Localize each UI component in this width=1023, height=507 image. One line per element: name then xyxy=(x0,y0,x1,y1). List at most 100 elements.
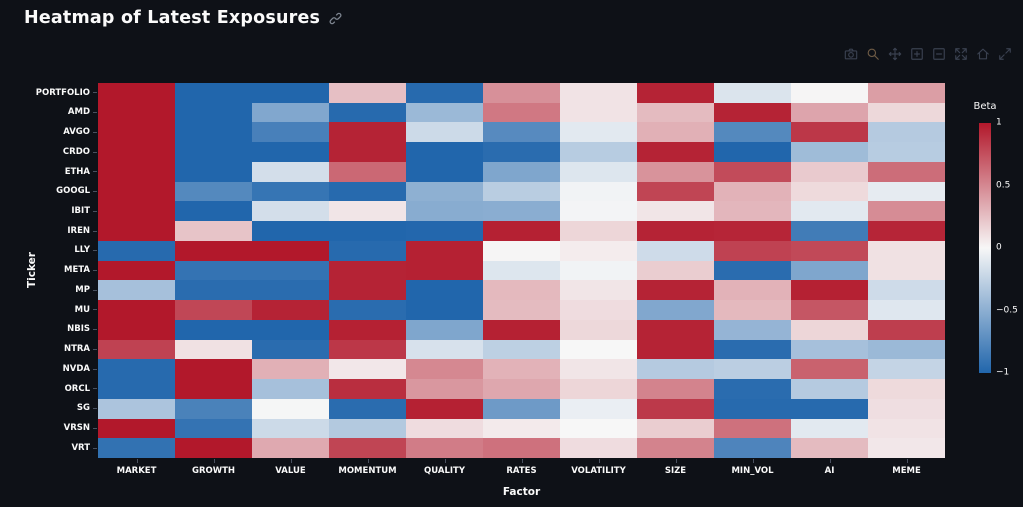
heatmap-cell-vrsn-min_vol[interactable] xyxy=(714,418,791,439)
link-icon[interactable] xyxy=(329,12,342,25)
heatmap-cell-orcl-quality[interactable] xyxy=(406,379,483,399)
heatmap-cell-lly-momentum[interactable] xyxy=(329,240,406,261)
heatmap-cell-vrt-meme[interactable] xyxy=(868,438,945,458)
heatmap-cell-sg-size[interactable] xyxy=(637,398,714,419)
heatmap-cell-meta-meme[interactable] xyxy=(868,260,945,281)
heatmap-cell-mu-ai[interactable] xyxy=(791,300,868,320)
heatmap-cell-vrt-momentum[interactable] xyxy=(329,438,406,458)
heatmap-cell-nbis-momentum[interactable] xyxy=(329,319,406,340)
heatmap-cell-iren-size[interactable] xyxy=(637,221,714,241)
heatmap-cell-avgo-volatility[interactable] xyxy=(560,122,637,143)
heatmap-cell-ibit-volatility[interactable] xyxy=(560,201,637,222)
heatmap-cell-vrt-growth[interactable] xyxy=(175,438,252,458)
heatmap-cell-mp-ai[interactable] xyxy=(791,280,868,301)
heatmap-cell-ibit-quality[interactable] xyxy=(406,201,483,222)
heatmap-cell-meta-ai[interactable] xyxy=(791,260,868,281)
heatmap-cell-mu-market[interactable] xyxy=(98,300,175,320)
heatmap-cell-portfolio-momentum[interactable] xyxy=(329,83,406,103)
heatmap-cell-ntra-market[interactable] xyxy=(98,339,175,360)
heatmap-cell-ibit-size[interactable] xyxy=(637,201,714,222)
zoom-out-icon[interactable] xyxy=(931,46,947,62)
heatmap-cell-avgo-quality[interactable] xyxy=(406,122,483,143)
heatmap-cell-avgo-size[interactable] xyxy=(637,122,714,143)
heatmap-cell-googl-ai[interactable] xyxy=(791,181,868,202)
heatmap-cell-portfolio-volatility[interactable] xyxy=(560,83,637,103)
heatmap-cell-iren-meme[interactable] xyxy=(868,221,945,241)
heatmap-cell-nvda-volatility[interactable] xyxy=(560,359,637,380)
pan-icon[interactable] xyxy=(887,46,903,62)
heatmap-cell-amd-size[interactable] xyxy=(637,102,714,123)
heatmap-cell-mu-min_vol[interactable] xyxy=(714,300,791,320)
heatmap-cell-etha-quality[interactable] xyxy=(406,161,483,182)
heatmap-cell-portfolio-ai[interactable] xyxy=(791,83,868,103)
heatmap-cell-orcl-min_vol[interactable] xyxy=(714,379,791,399)
heatmap-cell-vrsn-rates[interactable] xyxy=(483,418,560,439)
heatmap-cell-sg-value[interactable] xyxy=(252,398,329,419)
heatmap-cell-avgo-ai[interactable] xyxy=(791,122,868,143)
heatmap-cell-iren-min_vol[interactable] xyxy=(714,221,791,241)
heatmap-cell-iren-momentum[interactable] xyxy=(329,221,406,241)
heatmap-cell-portfolio-rates[interactable] xyxy=(483,83,560,103)
heatmap-cell-etha-growth[interactable] xyxy=(175,161,252,182)
heatmap-cell-iren-market[interactable] xyxy=(98,221,175,241)
heatmap-cell-crdo-ai[interactable] xyxy=(791,142,868,162)
camera-icon[interactable] xyxy=(843,46,859,62)
heatmap-cell-nbis-meme[interactable] xyxy=(868,319,945,340)
heatmap-cell-ntra-growth[interactable] xyxy=(175,339,252,360)
heatmap-cell-vrsn-size[interactable] xyxy=(637,418,714,439)
heatmap-cell-vrsn-quality[interactable] xyxy=(406,418,483,439)
heatmap-cell-crdo-rates[interactable] xyxy=(483,142,560,162)
heatmap-cell-ibit-ai[interactable] xyxy=(791,201,868,222)
heatmap-cell-portfolio-growth[interactable] xyxy=(175,83,252,103)
autoscale-icon[interactable] xyxy=(953,46,969,62)
heatmap-cell-crdo-momentum[interactable] xyxy=(329,142,406,162)
heatmap-cell-iren-quality[interactable] xyxy=(406,221,483,241)
heatmap-cell-mu-momentum[interactable] xyxy=(329,300,406,320)
heatmap-cell-nbis-rates[interactable] xyxy=(483,319,560,340)
heatmap-cell-lly-value[interactable] xyxy=(252,240,329,261)
heatmap-cell-ibit-momentum[interactable] xyxy=(329,201,406,222)
heatmap-cell-nvda-ai[interactable] xyxy=(791,359,868,380)
heatmap-cell-sg-market[interactable] xyxy=(98,398,175,419)
heatmap-cell-meta-momentum[interactable] xyxy=(329,260,406,281)
heatmap-cell-avgo-rates[interactable] xyxy=(483,122,560,143)
heatmap-cell-crdo-min_vol[interactable] xyxy=(714,142,791,162)
heatmap-cell-portfolio-meme[interactable] xyxy=(868,83,945,103)
heatmap-cell-crdo-quality[interactable] xyxy=(406,142,483,162)
heatmap-cell-lly-growth[interactable] xyxy=(175,240,252,261)
heatmap-cell-ibit-min_vol[interactable] xyxy=(714,201,791,222)
heatmap-cell-etha-size[interactable] xyxy=(637,161,714,182)
heatmap-cell-lly-min_vol[interactable] xyxy=(714,240,791,261)
heatmap-cell-vrt-min_vol[interactable] xyxy=(714,438,791,458)
heatmap-cell-vrsn-value[interactable] xyxy=(252,418,329,439)
heatmap-cell-ibit-growth[interactable] xyxy=(175,201,252,222)
heatmap-cell-etha-rates[interactable] xyxy=(483,161,560,182)
heatmap-cell-ntra-min_vol[interactable] xyxy=(714,339,791,360)
heatmap-cell-mu-volatility[interactable] xyxy=(560,300,637,320)
heatmap-cell-nbis-size[interactable] xyxy=(637,319,714,340)
heatmap-cell-crdo-growth[interactable] xyxy=(175,142,252,162)
heatmap-cell-ntra-volatility[interactable] xyxy=(560,339,637,360)
heatmap-cell-lly-meme[interactable] xyxy=(868,240,945,261)
heatmap-cell-etha-min_vol[interactable] xyxy=(714,161,791,182)
heatmap-cell-nbis-ai[interactable] xyxy=(791,319,868,340)
heatmap-cell-meta-quality[interactable] xyxy=(406,260,483,281)
heatmap-cell-orcl-growth[interactable] xyxy=(175,379,252,399)
heatmap-cell-vrsn-market[interactable] xyxy=(98,418,175,439)
heatmap-cell-vrt-quality[interactable] xyxy=(406,438,483,458)
heatmap-cell-meta-rates[interactable] xyxy=(483,260,560,281)
heatmap-cell-nvda-value[interactable] xyxy=(252,359,329,380)
heatmap-cell-vrsn-momentum[interactable] xyxy=(329,418,406,439)
heatmap-cell-portfolio-market[interactable] xyxy=(98,83,175,103)
heatmap-cell-lly-ai[interactable] xyxy=(791,240,868,261)
heatmap-cell-sg-ai[interactable] xyxy=(791,398,868,419)
heatmap-cell-nvda-size[interactable] xyxy=(637,359,714,380)
heatmap-cell-amd-rates[interactable] xyxy=(483,102,560,123)
heatmap-cell-crdo-meme[interactable] xyxy=(868,142,945,162)
heatmap-cell-nvda-growth[interactable] xyxy=(175,359,252,380)
heatmap-cell-nbis-min_vol[interactable] xyxy=(714,319,791,340)
heatmap-cell-etha-market[interactable] xyxy=(98,161,175,182)
heatmap-cell-amd-ai[interactable] xyxy=(791,102,868,123)
heatmap-cell-nvda-meme[interactable] xyxy=(868,359,945,380)
heatmap-cell-meta-volatility[interactable] xyxy=(560,260,637,281)
